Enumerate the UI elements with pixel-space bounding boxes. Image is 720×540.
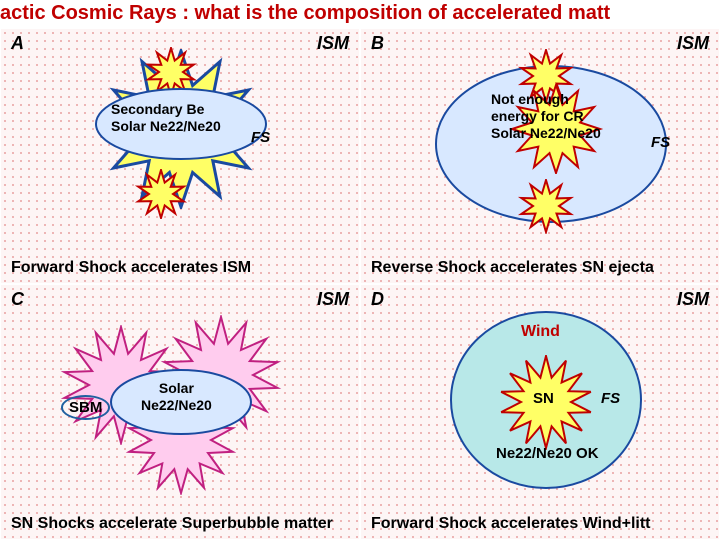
panel-c-label: C <box>11 289 24 310</box>
panel-b: B ISM Not enough energy for CR Solar Ne2… <box>360 28 720 284</box>
panel-d-caption: Forward Shock accelerates Wind+litt <box>361 515 719 533</box>
panel-a-fs: FS <box>251 129 270 146</box>
panel-c-ism: ISM <box>317 289 349 310</box>
panel-d-wind: Wind <box>521 323 560 341</box>
panel-c-sbm: SBM <box>61 395 110 420</box>
panel-b-label: B <box>371 33 384 54</box>
burst-b-bot <box>511 179 581 234</box>
panel-d-sn: SN <box>533 390 554 407</box>
panel-b-caption: Reverse Shock accelerates SN ejecta <box>361 259 719 277</box>
panel-d-neok: Ne22/Ne20 OK <box>496 445 599 462</box>
panel-a-caption: Forward Shock accelerates ISM <box>1 259 359 277</box>
panel-c-caption: SN Shocks accelerate Superbubble matter <box>1 515 359 533</box>
panel-b-center-text: Not enough energy for CR Solar Ne22/Ne20 <box>491 91 601 141</box>
panel-c-center-text: Solar Ne22/Ne20 <box>141 380 212 414</box>
panel-d: D ISM Wind SN FS Ne22/Ne20 OK Forward Sh… <box>360 284 720 540</box>
panel-c: C ISM SBM Solar Ne22/Ne20 SN Shocks acce… <box>0 284 360 540</box>
page-title: actic Cosmic Rays : what is the composit… <box>0 0 720 27</box>
panel-d-label: D <box>371 289 384 310</box>
panel-d-fs: FS <box>601 390 620 407</box>
panel-a-label: A <box>11 33 24 54</box>
panel-a-center-text: Secondary Be Solar Ne22/Ne20 <box>111 101 221 135</box>
panel-grid: A ISM Secondary Be Solar Ne22/Ne20 FS Fo… <box>0 28 720 540</box>
panel-b-fs: FS <box>651 134 670 151</box>
panel-b-ism: ISM <box>677 33 709 54</box>
title-text: actic Cosmic Rays : what is the composit… <box>0 2 610 24</box>
panel-a-ism: ISM <box>317 33 349 54</box>
panel-a: A ISM Secondary Be Solar Ne22/Ne20 FS Fo… <box>0 28 360 284</box>
panel-d-ism: ISM <box>677 289 709 310</box>
burst-a-small-2 <box>131 169 191 219</box>
